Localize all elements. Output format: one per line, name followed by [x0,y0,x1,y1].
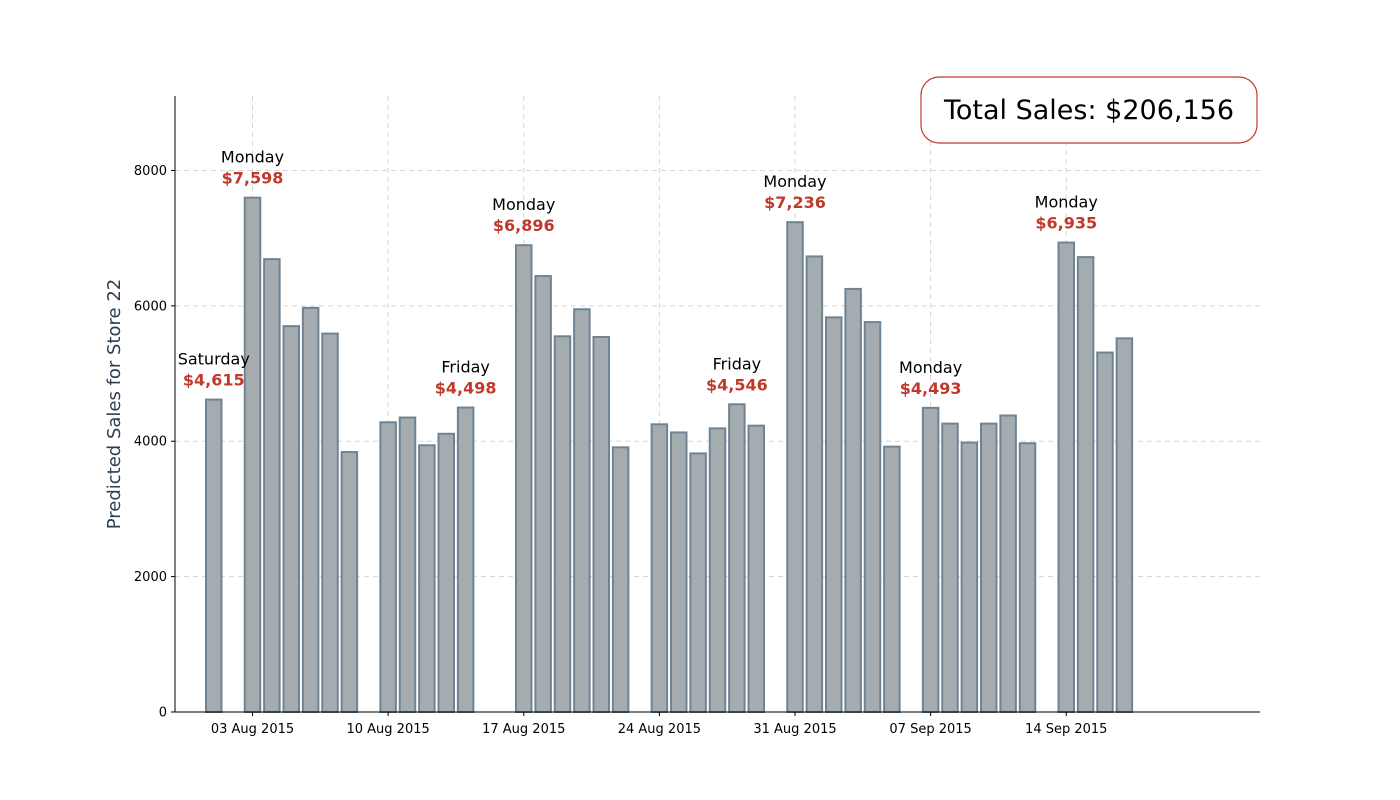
bar [728,403,746,713]
annotation-value: $4,546 [706,375,768,394]
total-sales-label: Total Sales: $206,156 [943,95,1234,126]
x-tick-label: 03 Aug 2015 [211,722,294,737]
annotation-day: Monday [899,358,962,377]
bar [321,332,339,713]
bar [553,335,572,713]
bar [282,325,300,713]
y-tick-label: 6000 [134,299,167,314]
annotation-day: Saturday [178,350,250,369]
annotation-value: $7,598 [222,169,284,188]
bar [340,451,359,713]
bar [418,444,436,713]
bar [301,306,320,713]
annotation-value: $4,615 [183,371,245,390]
bar [844,287,862,713]
bar [960,441,979,713]
bar [1018,442,1037,713]
y-tick-label: 4000 [134,435,167,450]
x-tick-label: 24 Aug 2015 [618,722,701,737]
bar [592,335,610,713]
bar [515,244,533,713]
bar [1076,256,1095,713]
y-tick-label: 2000 [134,570,167,585]
bar [534,275,552,713]
bar [786,221,804,713]
bar [437,432,455,713]
bar [573,308,591,713]
x-tick-label: 17 Aug 2015 [482,722,565,737]
x-tick-label: 07 Sep 2015 [889,722,971,737]
bar [398,416,417,713]
y-axis-label: Predicted Sales for Store 22 [104,279,125,530]
bar [1096,351,1114,713]
bars [205,196,1134,714]
annotations: Saturday $4,615 Monday $7,598 Friday $4,498 Mo… [178,148,1098,398]
bar [980,422,998,713]
x-tick-label: 31 Aug 2015 [753,722,836,737]
bar [747,424,765,713]
bar [689,452,707,713]
annotation-day: Friday [713,354,762,373]
y-tick-label: 8000 [134,164,167,179]
bar [921,406,940,713]
annotation-day: Monday [1035,193,1098,212]
annotation-value: $4,498 [435,379,497,398]
annotation-day: Friday [441,358,490,377]
bar [650,423,669,713]
y-tick-label: 0 [159,706,167,721]
bar [263,258,281,713]
total-sales-box: Total Sales: $206,156 [920,76,1258,144]
annotation-value: $7,236 [764,193,826,212]
bar [999,414,1017,713]
bar [456,406,475,713]
bar [1057,241,1075,714]
bar [825,316,843,713]
y-ticks: 0 2000 4000 6000 8000 [134,164,175,721]
annotation-day: Monday [221,148,284,167]
annotation-value: $6,935 [1035,214,1097,233]
bar [670,431,688,713]
axes [174,96,1260,713]
bar [611,446,630,713]
bar [863,321,882,713]
bar [243,196,262,714]
annotation-value: $4,493 [900,379,962,398]
bar [941,422,959,713]
annotation-day: Monday [763,172,826,191]
annotation-value: $6,896 [493,216,555,235]
bar [205,398,223,713]
x-tick-label: 14 Sep 2015 [1025,722,1107,737]
x-ticks: 03 Aug 2015 10 Aug 2015 17 Aug 2015 24 Aug … [211,712,1107,737]
bar [708,427,727,713]
annotation-day: Monday [492,195,555,214]
bar [883,445,901,713]
bar [805,255,824,713]
x-tick-label: 10 Aug 2015 [346,722,429,737]
bar [379,421,397,713]
bar [1115,337,1134,713]
